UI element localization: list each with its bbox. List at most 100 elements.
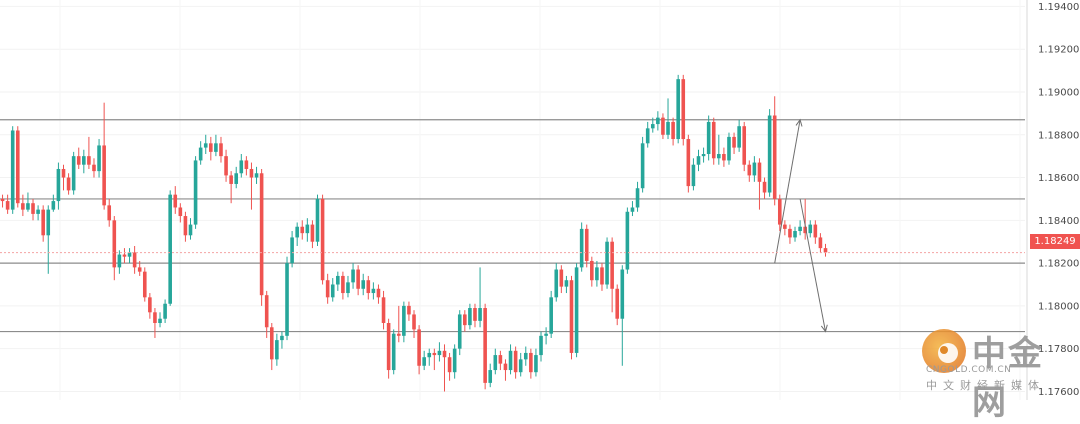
candle-body xyxy=(285,263,289,336)
candle-body xyxy=(203,143,208,148)
candle-body xyxy=(523,352,528,360)
logo-domain: CNGOLD.COM.CN xyxy=(926,365,1012,375)
logo-title: 中金网 xyxy=(972,334,1044,423)
candle-body xyxy=(554,269,559,298)
candle-body xyxy=(310,224,315,242)
candle-body xyxy=(46,209,51,236)
y-tick-label: 1.19400 xyxy=(1038,2,1079,13)
candle-body xyxy=(452,348,457,373)
candle-body xyxy=(41,209,45,236)
candle-body xyxy=(366,280,371,294)
candle-body xyxy=(691,164,696,187)
candle-body xyxy=(478,308,482,321)
candle-body xyxy=(127,252,132,257)
candle-body xyxy=(178,207,183,217)
candle-body xyxy=(153,312,157,323)
candle-body xyxy=(508,350,513,371)
candle-body xyxy=(777,198,782,225)
candle-body xyxy=(148,297,152,313)
candle-body xyxy=(51,201,56,210)
candle-body xyxy=(590,260,594,281)
candle-body xyxy=(320,198,325,281)
candle-body xyxy=(574,267,579,353)
y-tick-label: 1.19000 xyxy=(1038,87,1079,98)
candle-body xyxy=(442,350,447,358)
candle-body xyxy=(391,333,396,371)
candle-body xyxy=(823,248,828,253)
candle-body xyxy=(610,241,614,289)
candle-body xyxy=(498,355,503,364)
candle-body xyxy=(762,181,767,193)
candle-body xyxy=(361,280,366,289)
candle-body xyxy=(36,209,40,214)
candle-body xyxy=(630,207,635,212)
candle-body xyxy=(5,201,10,210)
candle-body xyxy=(615,288,620,319)
candle-body xyxy=(503,363,508,371)
candle-body xyxy=(10,130,15,210)
candle-body xyxy=(808,224,813,234)
candle-body xyxy=(793,231,797,238)
candle-body xyxy=(92,164,96,172)
candle-body xyxy=(447,357,452,373)
candle-body xyxy=(518,359,523,373)
horizontal-levels[interactable] xyxy=(0,119,1025,333)
candle-body xyxy=(26,203,30,210)
candle-body xyxy=(493,355,498,371)
candle-body xyxy=(534,355,538,373)
candlestick-chart[interactable]: 1.17600 1.17800 1.18000 1.18200 1.18400 1.186… xyxy=(0,0,1080,400)
candle-body xyxy=(564,280,569,287)
candle-body xyxy=(0,198,5,202)
candle-body xyxy=(122,254,127,257)
watermark-logo: 中金网 CNGOLD.COM.CN 中文财经新媒体 xyxy=(918,326,1078,423)
candle-body xyxy=(544,333,548,336)
candle-body xyxy=(234,173,239,184)
projection-arrow[interactable] xyxy=(774,119,801,264)
y-tick-label: 1.18000 xyxy=(1038,301,1079,312)
candle-body xyxy=(686,139,691,187)
candle-body xyxy=(315,198,320,242)
candle-body xyxy=(173,194,178,208)
projection-arrows[interactable] xyxy=(774,118,828,333)
candle-body xyxy=(107,205,112,221)
candle-body xyxy=(219,143,223,157)
candle-body xyxy=(163,303,167,319)
candle-body xyxy=(772,115,777,199)
candle-body xyxy=(463,314,467,326)
candle-body xyxy=(188,224,193,236)
candle-body xyxy=(676,79,680,140)
candle-body xyxy=(661,117,665,135)
candle-body xyxy=(645,128,650,144)
candle-body xyxy=(15,130,20,204)
y-tick-label: 1.17800 xyxy=(1038,344,1079,355)
candle-body xyxy=(757,162,762,182)
candle-body xyxy=(376,288,381,298)
candle-body xyxy=(468,308,472,326)
candle-body xyxy=(559,269,564,287)
candle-body xyxy=(625,211,630,270)
candle-body xyxy=(198,147,203,161)
candle-body xyxy=(295,226,299,238)
candle-body xyxy=(371,288,376,294)
candle-body xyxy=(569,280,574,353)
candle-body xyxy=(640,143,645,189)
candle-body xyxy=(722,154,726,161)
candle-body xyxy=(473,308,477,321)
candle-body xyxy=(417,329,421,366)
candle-body xyxy=(280,335,284,341)
candle-body xyxy=(701,154,706,157)
candle-body xyxy=(635,188,640,208)
candle-body xyxy=(224,156,228,176)
candle-body xyxy=(595,267,599,281)
candles xyxy=(0,74,828,392)
candle-body xyxy=(341,275,345,294)
candle-body xyxy=(229,175,233,184)
candle-body xyxy=(61,168,66,178)
candle-body xyxy=(183,216,188,236)
candle-body xyxy=(275,340,279,360)
candle-body xyxy=(488,370,493,383)
candle-body xyxy=(356,269,360,289)
candle-body xyxy=(579,228,584,268)
candle-body xyxy=(767,115,772,193)
projection-arrow[interactable] xyxy=(799,198,826,332)
